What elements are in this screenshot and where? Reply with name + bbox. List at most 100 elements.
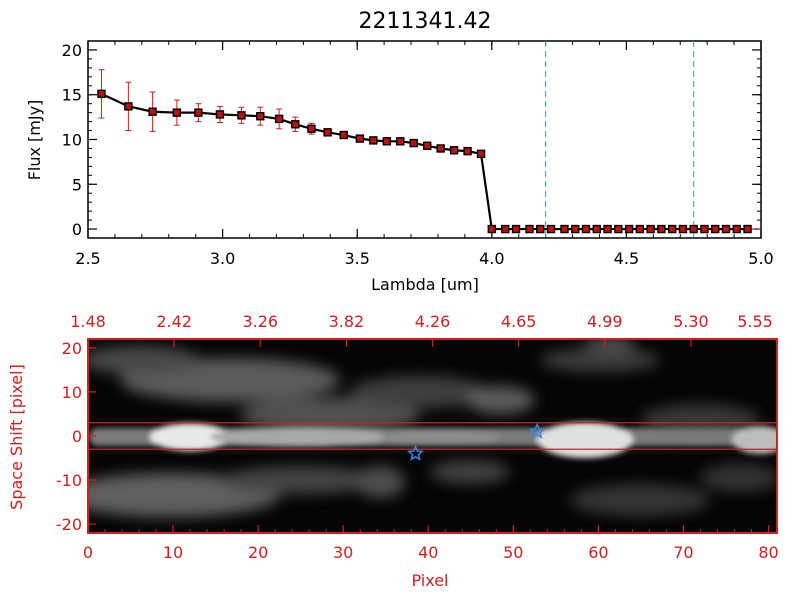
data-point xyxy=(525,224,534,234)
data-point xyxy=(700,224,709,234)
image-top-tick-label: 4.65 xyxy=(501,312,537,331)
data-point xyxy=(603,224,612,234)
x-tick-label: 2.5 xyxy=(75,249,100,268)
spectrum-tick-labels: 2.5 3.0 3.5 4.0 4.5 5.0 0 5 10 15 20 xyxy=(62,41,774,268)
spectrum-x-label: Lambda [um] xyxy=(371,275,479,294)
data-point xyxy=(436,144,445,153)
image-top-tick-label: 4.26 xyxy=(415,312,451,331)
data-point xyxy=(614,224,623,234)
data-point xyxy=(476,149,486,159)
image-y-label: Space Shift [pixel] xyxy=(7,364,26,510)
data-point xyxy=(487,224,496,234)
image-y-tick-label: 10 xyxy=(62,383,82,402)
data-point xyxy=(689,224,698,234)
x-tick-label: 3.5 xyxy=(344,249,369,268)
data-point xyxy=(711,224,720,234)
image-top-tick-label: 3.82 xyxy=(329,312,365,331)
data-point xyxy=(422,141,432,150)
image-x-label: Pixel xyxy=(411,571,448,590)
spectrum-plot-frame xyxy=(87,40,762,239)
image-axis-ticks xyxy=(87,339,778,533)
data-point xyxy=(369,136,378,145)
data-point xyxy=(511,224,521,234)
data-point xyxy=(148,107,157,116)
data-point xyxy=(355,134,365,143)
x-tick-label: 4.0 xyxy=(479,249,504,268)
data-point xyxy=(463,146,472,156)
spectrum-axis-ticks xyxy=(87,41,762,238)
star-marker xyxy=(528,422,546,439)
spectrum-markers xyxy=(97,89,752,234)
image-x-tick-label: 50 xyxy=(503,543,523,562)
data-point xyxy=(646,224,655,234)
x-tick-label: 5.0 xyxy=(748,249,773,268)
data-point xyxy=(571,224,580,234)
image-y-tick-label: 0 xyxy=(72,427,82,446)
data-point xyxy=(382,137,392,146)
image-x-tick-label: 0 xyxy=(83,543,93,562)
image-x-tick-label: 70 xyxy=(673,543,693,562)
x-tick-label: 3.0 xyxy=(210,249,235,268)
image-top-tick-label: 5.55 xyxy=(737,312,773,331)
image-top-tick-label: 5.30 xyxy=(673,312,709,331)
data-point xyxy=(396,137,405,146)
data-point xyxy=(546,224,556,234)
image-y-tick-label: -20 xyxy=(56,515,82,534)
image-x-tick-label: 60 xyxy=(588,543,608,562)
data-point xyxy=(256,112,265,121)
spectrum-image xyxy=(89,340,776,532)
y-tick-label: 0 xyxy=(72,220,82,239)
image-x-tick-label: 40 xyxy=(418,543,438,562)
data-point xyxy=(536,224,545,234)
data-point xyxy=(449,146,459,155)
image-x-tick-label: 30 xyxy=(333,543,353,562)
data-point xyxy=(624,224,634,234)
y-tick-label: 15 xyxy=(62,86,82,105)
data-point xyxy=(172,108,182,117)
image-top-tick-label: 2.42 xyxy=(156,312,192,331)
image-top-tick-label: 3.26 xyxy=(242,312,278,331)
data-point xyxy=(291,120,300,129)
data-point xyxy=(274,114,284,124)
chart-title: 2211341.42 xyxy=(359,9,492,34)
image-tick-labels: 0 10 20 30 40 50 60 70 80 -20 -10 0 10 20 1.48 2.42 3.26… xyxy=(56,312,779,562)
data-point xyxy=(635,224,645,234)
data-point xyxy=(339,130,348,140)
spectrum-reference-lines xyxy=(545,41,695,238)
image-top-tick-label: 1.48 xyxy=(70,312,106,331)
data-point xyxy=(237,111,246,120)
data-point xyxy=(409,138,418,148)
data-point xyxy=(721,224,731,234)
image-x-tick-label: 20 xyxy=(248,543,268,562)
data-point xyxy=(592,224,601,234)
data-point xyxy=(307,124,316,133)
trace-band-lines xyxy=(88,422,777,450)
y-tick-label: 10 xyxy=(62,131,82,150)
y-tick-label: 5 xyxy=(72,175,82,194)
data-point xyxy=(560,224,569,234)
data-point xyxy=(581,224,591,234)
image-y-tick-label: -10 xyxy=(56,471,82,490)
y-tick-label: 20 xyxy=(62,41,82,60)
data-point xyxy=(194,108,203,117)
image-top-tick-label: 4.99 xyxy=(587,312,623,331)
data-point xyxy=(678,224,688,234)
data-point xyxy=(732,224,741,234)
image-x-tick-label: 80 xyxy=(758,543,778,562)
data-point xyxy=(124,102,133,111)
data-point xyxy=(501,224,510,234)
data-point xyxy=(97,89,106,99)
image-x-tick-label: 10 xyxy=(163,543,183,562)
object-markers xyxy=(406,422,546,461)
data-point xyxy=(323,128,332,137)
x-tick-label: 4.5 xyxy=(614,249,639,268)
data-point xyxy=(215,110,225,119)
spectrum-y-label: Flux [mJy] xyxy=(25,100,44,181)
star-marker xyxy=(406,444,424,461)
data-point xyxy=(667,224,677,234)
data-point xyxy=(743,224,752,234)
image-y-tick-label: 20 xyxy=(62,339,82,358)
data-point xyxy=(657,224,666,234)
